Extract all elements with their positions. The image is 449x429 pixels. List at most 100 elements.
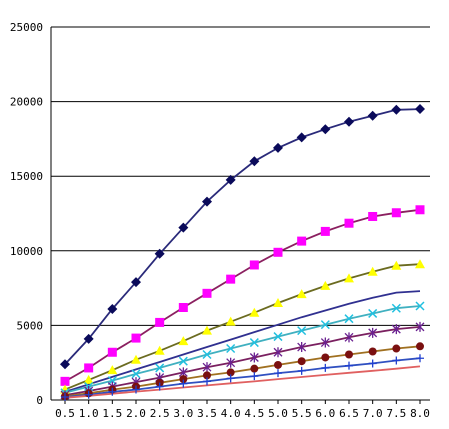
data-point-s3 — [273, 298, 283, 308]
data-point-s5 — [344, 314, 354, 324]
data-point-s6 — [226, 357, 236, 368]
data-point-s1 — [273, 142, 283, 153]
data-point-s5 — [273, 332, 283, 342]
data-point-s2 — [273, 247, 283, 257]
data-point-s8 — [368, 359, 377, 368]
data-point-s2 — [249, 260, 259, 270]
data-point-s2 — [202, 288, 212, 298]
data-point-s2 — [131, 333, 141, 343]
data-point-s1 — [154, 248, 165, 259]
series-line-5 — [64, 305, 421, 394]
series-lines — [64, 108, 421, 399]
data-point-s3 — [344, 273, 354, 283]
data-point-s3 — [178, 336, 189, 346]
data-point-s8 — [416, 354, 424, 363]
series-line-2 — [64, 208, 421, 383]
data-point-s7 — [416, 342, 424, 351]
data-point-s8 — [345, 361, 353, 370]
series-line-3 — [64, 263, 421, 391]
y-tick-label: 10000 — [10, 245, 43, 258]
data-point-s3 — [367, 266, 378, 276]
x-tick-label: 2.0 — [126, 407, 146, 420]
data-point-s8 — [132, 385, 140, 394]
data-point-s8 — [274, 369, 282, 378]
data-point-s8 — [179, 379, 188, 388]
data-point-s2 — [391, 208, 401, 218]
data-point-s1 — [296, 132, 307, 143]
data-point-s7 — [179, 375, 188, 384]
data-point-s2 — [415, 205, 425, 215]
gridlines — [51, 26, 430, 326]
data-point-s1 — [391, 104, 402, 115]
data-point-s7 — [368, 347, 377, 356]
y-tick-label: 0 — [36, 394, 43, 407]
data-point-s1 — [320, 124, 331, 135]
axes — [50, 27, 430, 404]
series-line-6 — [64, 326, 421, 396]
data-point-s8 — [297, 366, 306, 375]
data-point-s6 — [249, 352, 259, 363]
data-point-s6 — [320, 337, 330, 348]
series-line-7 — [64, 345, 421, 398]
x-tick-label: 5.5 — [292, 407, 312, 420]
x-tick-label: 4.5 — [244, 407, 264, 420]
data-point-s5 — [249, 338, 259, 348]
data-point-s2 — [84, 363, 94, 373]
data-point-s6 — [368, 327, 378, 338]
x-tick-label: 5.0 — [268, 407, 288, 420]
data-point-s2 — [155, 317, 165, 327]
x-tick-label: 4.0 — [221, 407, 241, 420]
data-point-s5 — [226, 343, 236, 354]
y-tick-label: 25000 — [10, 21, 43, 34]
data-point-s3 — [131, 354, 141, 364]
series-line-1 — [64, 108, 421, 365]
data-point-s5 — [297, 326, 307, 336]
data-point-s3 — [154, 345, 165, 355]
data-point-s8 — [84, 390, 93, 399]
data-point-s3 — [225, 316, 236, 326]
series-line-4 — [64, 290, 421, 393]
data-point-s7 — [203, 371, 211, 380]
x-tick-label: 2.5 — [150, 407, 170, 420]
x-tick-label: 7.5 — [386, 407, 406, 420]
data-point-s1 — [83, 333, 94, 344]
data-point-s8 — [61, 393, 69, 402]
data-point-s3 — [83, 374, 94, 384]
data-point-s1 — [249, 156, 260, 167]
data-point-s2 — [226, 274, 236, 284]
data-point-s2 — [320, 226, 330, 236]
data-point-s1 — [225, 174, 236, 185]
x-tick-label: 0.5 — [55, 407, 75, 420]
data-point-s3 — [415, 259, 425, 269]
x-tick-label: 6.5 — [339, 407, 359, 420]
data-point-s1 — [131, 277, 141, 288]
data-point-s1 — [367, 110, 378, 121]
data-point-s3 — [202, 325, 212, 335]
y-tick-label: 15000 — [10, 170, 43, 183]
data-point-s1 — [178, 222, 189, 233]
tick-labels: 0 5000 10000 15000 20000 25000 0.5 1.0 1.5 2.0 2.5… — [10, 21, 430, 420]
data-point-s6 — [391, 324, 401, 335]
data-point-s7 — [250, 364, 259, 373]
data-point-s1 — [107, 303, 118, 314]
data-point-s6 — [415, 321, 425, 332]
data-point-s2 — [368, 211, 378, 221]
data-point-s7 — [297, 357, 306, 366]
data-point-s2 — [60, 376, 70, 386]
x-tick-label: 8.0 — [410, 407, 430, 420]
data-point-s1 — [415, 104, 425, 115]
data-point-s6 — [344, 332, 354, 343]
x-tick-label: 1.0 — [79, 407, 99, 420]
x-tick-label: 3.5 — [197, 407, 217, 420]
data-point-s5 — [178, 356, 188, 366]
data-point-s7 — [345, 350, 353, 359]
series-markers — [60, 104, 425, 402]
data-point-s5 — [131, 369, 141, 379]
data-point-s6 — [273, 347, 283, 358]
data-point-s5 — [202, 349, 212, 360]
data-point-s5 — [155, 363, 165, 373]
data-point-s8 — [321, 363, 330, 372]
data-point-s7 — [321, 353, 330, 362]
